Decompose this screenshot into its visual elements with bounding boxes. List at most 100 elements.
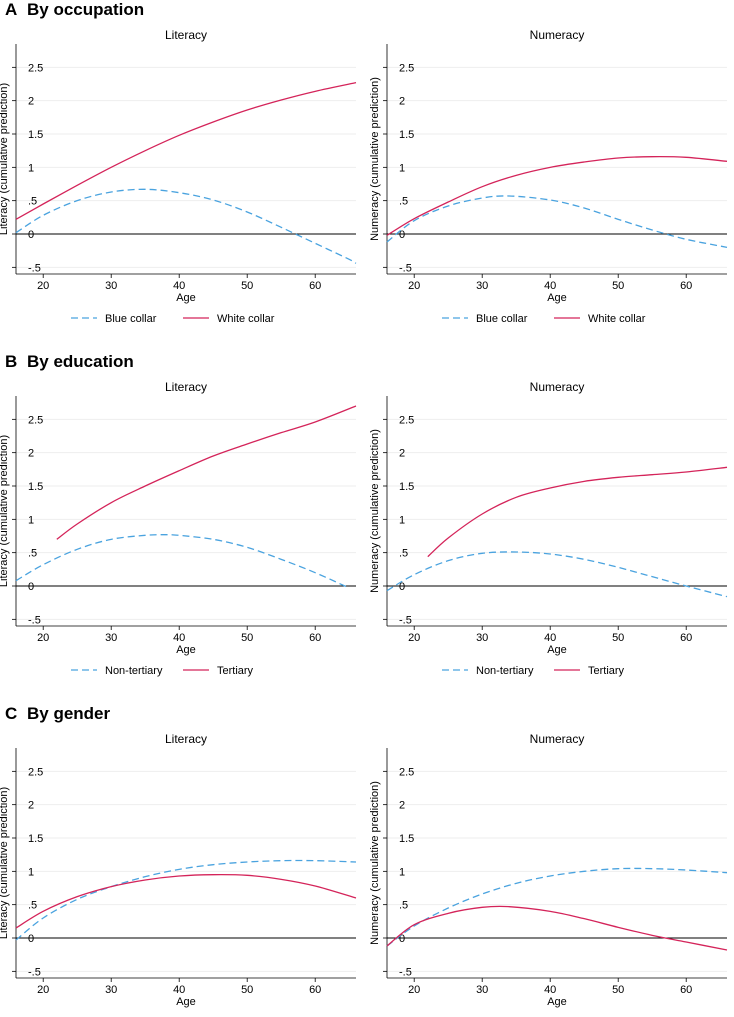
x-axis-label: Age [547,644,567,656]
y-axis-label: Numeracy (cumulative prediction) [369,781,381,945]
y-tick-label: 0 [399,933,405,945]
x-axis-label: Age [176,292,196,304]
panel-title: Numeracy [530,380,585,394]
panel-title: Literacy [165,28,207,42]
y-tick-label: 1 [399,866,405,878]
x-tick-label: 50 [612,632,624,644]
y-tick-label: 1 [28,866,34,878]
y-tick-label: 1 [399,514,405,526]
x-tick-label: 30 [105,984,117,996]
section-title-b: B By education [5,352,134,372]
y-tick-label: .5 [399,548,408,560]
y-tick-label: 2 [28,800,34,812]
y-tick-label: .5 [399,900,408,912]
y-tick-label: 0 [28,933,34,945]
chart-c-literacy: Literacy -.5 0 .5 1 1.5 2 2.5 20 30 40 50 60 Age Liter… [0,732,357,1008]
y-tick-label: 1 [28,514,34,526]
y-tick-label: 1.5 [28,833,43,845]
y-axis-label: Literacy (cumulative prediction) [0,435,10,587]
x-tick-label: 60 [309,280,321,292]
y-axis-label: Numeracy (cumulative prediction) [369,429,381,593]
x-tick-label: 60 [309,984,321,996]
x-tick-label: 50 [241,280,253,292]
x-tick-label: 30 [476,984,488,996]
x-axis-label: Age [547,292,567,304]
series-line-blue-collar [386,195,728,248]
x-tick-label: 40 [173,280,185,292]
y-tick-label: -.5 [399,966,412,978]
legend-label: Tertiary [217,665,254,677]
y-tick-label: 1.5 [399,833,414,845]
x-tick-label: 60 [680,632,692,644]
x-tick-label: 40 [544,280,556,292]
series-line-female [386,905,728,951]
x-tick-label: 50 [612,984,624,996]
x-tick-label: 20 [408,632,420,644]
series-line-white-collar [386,155,728,236]
chart-b-numeracy: Numeracy -.5 0 .5 1 1.5 2 2.5 20 30 40 50 60 Age Numer… [369,380,728,677]
y-tick-label: 1.5 [399,129,414,141]
panel-title: Numeracy [530,732,585,746]
y-tick-label: 0 [28,229,34,241]
legend-label: Tertiary [588,665,625,677]
x-axis-label: Age [547,996,567,1008]
x-tick-label: 50 [241,984,253,996]
series-line-white-collar [15,82,357,220]
y-tick-label: 2.5 [399,414,414,426]
panel-title: Literacy [165,380,207,394]
y-tick-label: 1.5 [399,481,414,493]
x-tick-label: 30 [476,632,488,644]
y-axis-label: Literacy (cumulative prediction) [0,83,10,235]
y-tick-label: 0 [399,229,405,241]
section-title-text: By gender [27,704,111,723]
x-tick-label: 20 [37,632,49,644]
y-tick-label: 2.5 [399,766,414,778]
x-tick-label: 60 [680,984,692,996]
y-tick-label: 2.5 [399,62,414,74]
y-tick-label: 2.5 [28,766,43,778]
y-tick-label: -.5 [399,262,412,274]
section-letter: B [5,352,18,371]
y-tick-label: 1 [399,162,405,174]
x-tick-label: 30 [105,280,117,292]
series-line-non-tertiary [15,534,350,589]
panel-title: Literacy [165,732,207,746]
series-line-tertiary [56,405,357,540]
x-tick-label: 30 [476,280,488,292]
x-tick-label: 40 [173,632,185,644]
section-letter: A [5,0,18,19]
x-tick-label: 60 [309,632,321,644]
y-tick-label: 2 [399,96,405,108]
series-line-male [15,859,357,941]
y-tick-label: 2 [399,448,405,460]
chart-a-literacy: Literacy -.5 0 .5 1 1.5 2 2.5 20 30 40 50 60 Age Liter… [0,28,357,325]
section-title-text: By occupation [27,0,145,19]
legend-label: Blue collar [105,313,157,325]
x-axis-label: Age [176,644,196,656]
section-title-text: By education [27,352,134,371]
y-tick-label: -.5 [28,614,41,626]
x-tick-label: 40 [544,632,556,644]
y-tick-label: .5 [28,548,37,560]
x-tick-label: 20 [408,984,420,996]
y-tick-label: 2.5 [28,414,43,426]
x-tick-label: 40 [173,984,185,996]
y-axis-label: Literacy (cumulative prediction) [0,787,10,939]
legend-label: Non-tertiary [476,665,534,677]
y-tick-label: -.5 [28,262,41,274]
section-title-c: C By gender [5,704,110,724]
y-tick-label: 0 [28,581,34,593]
y-tick-label: 2 [28,96,34,108]
x-tick-label: 50 [241,632,253,644]
x-tick-label: 60 [680,280,692,292]
y-tick-label: 1.5 [28,129,43,141]
y-tick-label: 0 [399,581,405,593]
chart-b-literacy: Literacy -.5 0 .5 1 1.5 2 2.5 20 30 40 50 60 Age Liter… [0,380,357,677]
y-axis-label: Numeracy (cumulative prediction) [369,77,381,241]
x-tick-label: 40 [544,984,556,996]
x-axis-label: Age [176,996,196,1008]
x-tick-label: 20 [408,280,420,292]
legend-label: White collar [217,313,275,325]
y-tick-label: 1 [28,162,34,174]
y-tick-label: .5 [28,196,37,208]
